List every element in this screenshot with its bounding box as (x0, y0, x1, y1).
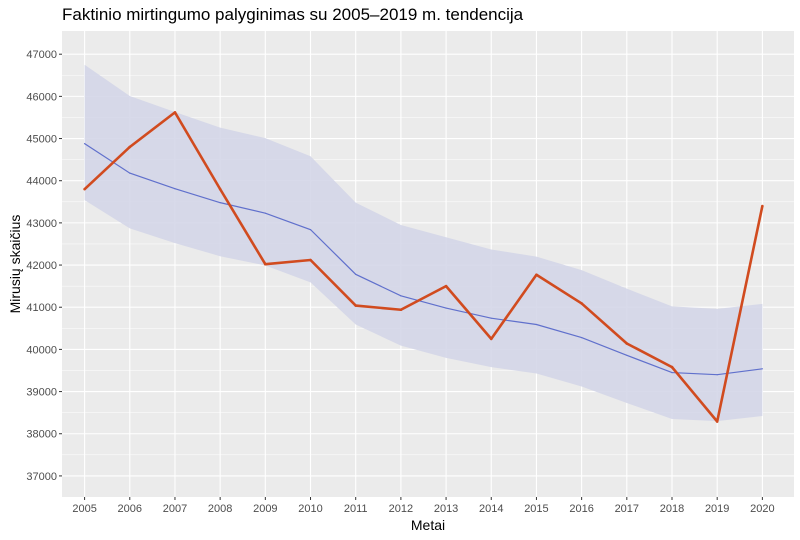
x-tick-label: 2011 (344, 503, 368, 515)
y-tick-label: 39000 (26, 387, 57, 399)
trend-point (716, 374, 718, 376)
x-tick-label: 2008 (208, 503, 232, 515)
trend-point (355, 273, 357, 275)
chart-title: Faktinio mirtingumo palyginimas su 2005–… (62, 5, 524, 24)
actual-point (309, 258, 312, 262)
actual-point (670, 365, 674, 369)
y-tick-label: 47000 (26, 49, 57, 61)
actual-point (399, 308, 403, 312)
trend-point (490, 317, 492, 319)
x-axis: 2005 2006 2007 2008 2009 2010 2011 2012 2013 2014… (72, 497, 775, 515)
actual-point (715, 420, 719, 423)
actual-point (761, 204, 764, 208)
trend-point (581, 336, 583, 339)
trend-point (626, 354, 628, 356)
actual-point (218, 187, 222, 191)
x-tick-label: 2016 (569, 503, 593, 515)
trend-series-line (84, 143, 763, 376)
x-tick-label: 2019 (705, 503, 729, 515)
x-tick-label: 2017 (615, 503, 639, 515)
y-tick-label: 46000 (26, 91, 57, 103)
trend-point (83, 142, 86, 145)
trend-point (761, 368, 763, 370)
actual-point (444, 284, 448, 288)
x-axis-title: Metai (411, 517, 445, 533)
y-tick-label: 45000 (26, 134, 57, 146)
actual-point (580, 302, 583, 305)
actual-point (625, 342, 629, 345)
x-tick-label: 2007 (163, 503, 187, 515)
actual-point (264, 262, 267, 266)
actual-series-line (83, 111, 764, 423)
y-tick-label: 44000 (26, 176, 57, 188)
data-points (83, 111, 764, 423)
trend-point (445, 307, 447, 309)
x-tick-label: 2018 (660, 503, 684, 515)
trend-point (174, 188, 176, 190)
y-tick-label: 38000 (26, 429, 57, 441)
x-tick-label: 2010 (298, 503, 322, 515)
actual-point (83, 187, 86, 191)
trend-point (129, 172, 131, 174)
actual-point (489, 337, 493, 341)
y-tick-label: 41000 (26, 302, 57, 314)
actual-point (173, 111, 177, 114)
y-tick-label: 42000 (26, 260, 57, 272)
trend-confidence-band (84, 64, 763, 422)
trend-point (264, 212, 266, 214)
x-tick-label: 2005 (72, 503, 96, 515)
x-tick-label: 2015 (524, 503, 548, 515)
trend-point (535, 323, 538, 326)
x-tick-label: 2012 (389, 503, 413, 515)
x-tick-label: 2013 (434, 503, 458, 515)
x-tick-label: 2009 (253, 503, 277, 515)
y-tick-label: 37000 (26, 471, 57, 483)
x-tick-label: 2020 (750, 503, 774, 515)
x-tick-label: 2006 (118, 503, 142, 515)
y-axis: 37000 38000 39000 40000 41000 42000 43000 44000… (26, 49, 62, 483)
y-tick-label: 43000 (26, 218, 57, 230)
x-tick-label: 2014 (479, 503, 503, 515)
trend-point (309, 229, 312, 231)
trend-point (219, 202, 221, 204)
actual-point (354, 304, 358, 307)
actual-point (128, 145, 132, 149)
y-axis-title: Mirusių skaičius (7, 215, 23, 314)
y-tick-label: 40000 (26, 344, 57, 356)
trend-point (400, 295, 402, 297)
actual-point (535, 273, 538, 277)
trend-point (671, 371, 673, 374)
